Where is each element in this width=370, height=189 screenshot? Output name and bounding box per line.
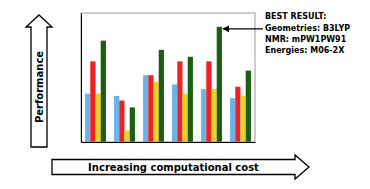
bar <box>143 75 148 142</box>
plot-frame <box>81 13 255 142</box>
bar <box>85 94 90 142</box>
bar <box>241 96 246 142</box>
annotation-line: NMR: mPW1PW91 <box>265 35 347 44</box>
y-axis <box>81 14 82 143</box>
bar <box>119 101 124 142</box>
bar <box>130 107 135 142</box>
bar-series <box>101 27 251 142</box>
chart: Performance Increasing computational cost… <box>0 0 370 189</box>
bar <box>217 27 222 142</box>
annotation: BEST RESULT: Geometries: B3LYP NMR: mPW1PW… <box>265 12 350 55</box>
bar <box>125 130 130 142</box>
annotation-line: BEST RESULT: <box>265 12 326 21</box>
axis-line <box>82 142 256 143</box>
bar <box>235 87 240 142</box>
bar <box>201 89 206 142</box>
bar <box>101 41 106 142</box>
axis-line <box>81 14 82 143</box>
bar <box>90 61 95 142</box>
bar <box>172 84 177 142</box>
bars <box>85 27 251 142</box>
bar <box>177 61 182 142</box>
bar <box>154 82 159 142</box>
annotation-line: Energies: M06-2X <box>265 46 345 55</box>
x-label: Increasing computational cost <box>88 162 259 173</box>
bar <box>206 61 211 142</box>
bar <box>212 89 217 142</box>
bar-series <box>96 82 246 142</box>
bar <box>114 96 119 142</box>
bar <box>183 94 188 142</box>
axis-arrow <box>26 15 52 147</box>
bar <box>246 71 251 142</box>
annotation-arrow <box>223 28 263 29</box>
bar <box>96 94 101 142</box>
bar <box>148 75 153 142</box>
bar <box>159 50 164 142</box>
bar <box>230 98 235 142</box>
x-axis <box>82 142 256 143</box>
bar <box>188 57 193 142</box>
y-label: Performance <box>34 51 45 123</box>
axis-arrow <box>52 155 309 179</box>
annotation-line: Geometries: B3LYP <box>265 24 350 33</box>
